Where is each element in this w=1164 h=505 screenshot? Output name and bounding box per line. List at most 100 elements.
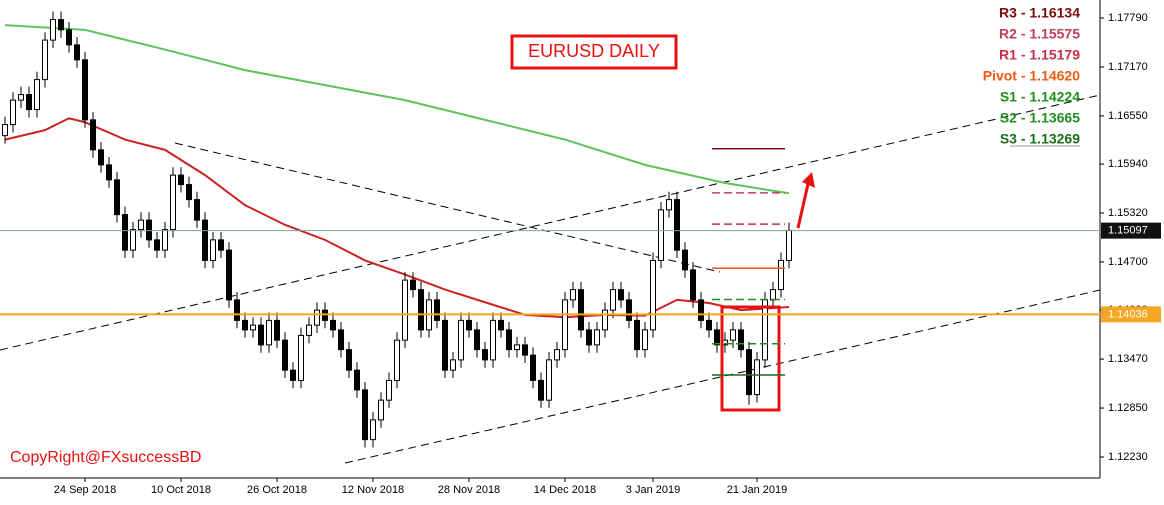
candle-body — [442, 319, 448, 371]
y-tick-label: 1.17790 — [1108, 12, 1148, 24]
candle-body — [770, 289, 776, 301]
candle-body — [178, 174, 184, 186]
candle-body — [450, 359, 456, 371]
candle-body — [562, 299, 568, 351]
x-tick-label: 28 Nov 2018 — [438, 484, 500, 496]
trend-line — [174, 142, 721, 273]
x-tick-label: 14 Dec 2018 — [534, 484, 596, 496]
candle-body — [58, 19, 64, 31]
candle-body — [130, 229, 136, 251]
candle-body — [746, 349, 752, 396]
y-tick-label: 1.15940 — [1108, 158, 1148, 170]
candle-body — [42, 39, 48, 81]
arrow — [796, 183, 810, 229]
chart-title: EURUSD DAILY — [528, 41, 660, 61]
candle-body — [18, 94, 24, 101]
candle-body — [490, 319, 496, 361]
candle-body — [282, 339, 288, 371]
candle-body — [682, 249, 688, 271]
candle-body — [690, 269, 696, 301]
level-label-box — [1101, 306, 1161, 323]
candle-body — [610, 289, 616, 311]
candle-body — [338, 329, 344, 351]
x-tick-label: 12 Nov 2018 — [342, 484, 404, 496]
candle-body — [202, 219, 208, 261]
candle-body — [298, 334, 304, 381]
candle-body — [162, 229, 168, 251]
candle-body — [410, 279, 416, 291]
candle-body — [98, 149, 104, 166]
candle-body — [498, 319, 504, 331]
candle-body — [730, 329, 736, 341]
candle-body — [186, 184, 192, 201]
candle-body — [138, 219, 144, 231]
candle-body — [554, 349, 560, 361]
y-tick-label: 1.12230 — [1108, 451, 1148, 463]
y-tick-label: 1.15320 — [1108, 207, 1148, 219]
candle-body — [170, 174, 176, 231]
candle-body — [538, 379, 544, 401]
x-tick-label: 3 Jan 2019 — [626, 484, 680, 496]
candle-body — [266, 319, 272, 346]
candle-body — [10, 99, 16, 126]
candle-body — [258, 324, 264, 346]
trend-line — [0, 94, 1100, 351]
candle-body — [362, 389, 368, 441]
candle-body — [354, 369, 360, 391]
candle-body — [226, 249, 232, 301]
candle-body — [378, 399, 384, 421]
y-tick-label: 1.13470 — [1108, 353, 1148, 365]
title-box — [510, 34, 678, 70]
pivot-label: S3 - 1.13269 — [1000, 131, 1080, 147]
candle-body — [762, 299, 768, 361]
candle-body — [90, 119, 96, 151]
pivot-label: S2 - 1.13665 — [1000, 110, 1080, 126]
candle-body — [522, 344, 528, 356]
candle-body — [466, 319, 472, 331]
candle-body — [602, 309, 608, 331]
candle-body — [506, 329, 512, 351]
candle-body — [82, 59, 88, 121]
pivot-label: R1 - 1.15179 — [999, 47, 1080, 63]
candle-body — [594, 329, 600, 346]
candle-body — [154, 239, 160, 251]
candle-body — [586, 329, 592, 346]
candle-body — [650, 259, 656, 331]
candle-body — [578, 289, 584, 331]
candle-body — [698, 299, 704, 321]
pivot-label: Pivot - 1.14620 — [983, 68, 1080, 84]
candle-body — [618, 289, 624, 301]
candle-body — [714, 329, 720, 346]
candle-body — [658, 209, 664, 261]
candle-body — [458, 319, 464, 361]
candle-body — [34, 79, 40, 111]
candle-body — [26, 94, 32, 111]
candle-body — [530, 354, 536, 381]
y-tick-label: 1.12850 — [1108, 402, 1148, 414]
candle-body — [250, 324, 256, 331]
candle-body — [274, 319, 280, 341]
candle-body — [474, 329, 480, 351]
candle-body — [330, 319, 336, 331]
candle-body — [106, 164, 112, 181]
pivot-label: S1 - 1.14224 — [1000, 89, 1080, 105]
candle-body — [74, 44, 80, 61]
candle-body — [66, 29, 72, 46]
highlight-box — [720, 305, 781, 412]
candle-body — [666, 199, 672, 211]
candle-body — [210, 239, 216, 261]
level-label: 1.15097 — [1108, 225, 1148, 237]
candle-body — [778, 259, 784, 291]
candle-body — [634, 319, 640, 351]
x-tick-label: 10 Oct 2018 — [151, 484, 211, 496]
candle-body — [402, 279, 408, 341]
candle-body — [370, 419, 376, 441]
y-tick-label: 1.16550 — [1108, 110, 1148, 122]
y-tick-label: 1.14700 — [1108, 256, 1148, 268]
candle-body — [434, 299, 440, 321]
candle-body — [122, 214, 128, 251]
pivot-label: R3 - 1.16134 — [999, 5, 1080, 21]
candle-body — [346, 349, 352, 371]
candle-body — [114, 179, 120, 216]
